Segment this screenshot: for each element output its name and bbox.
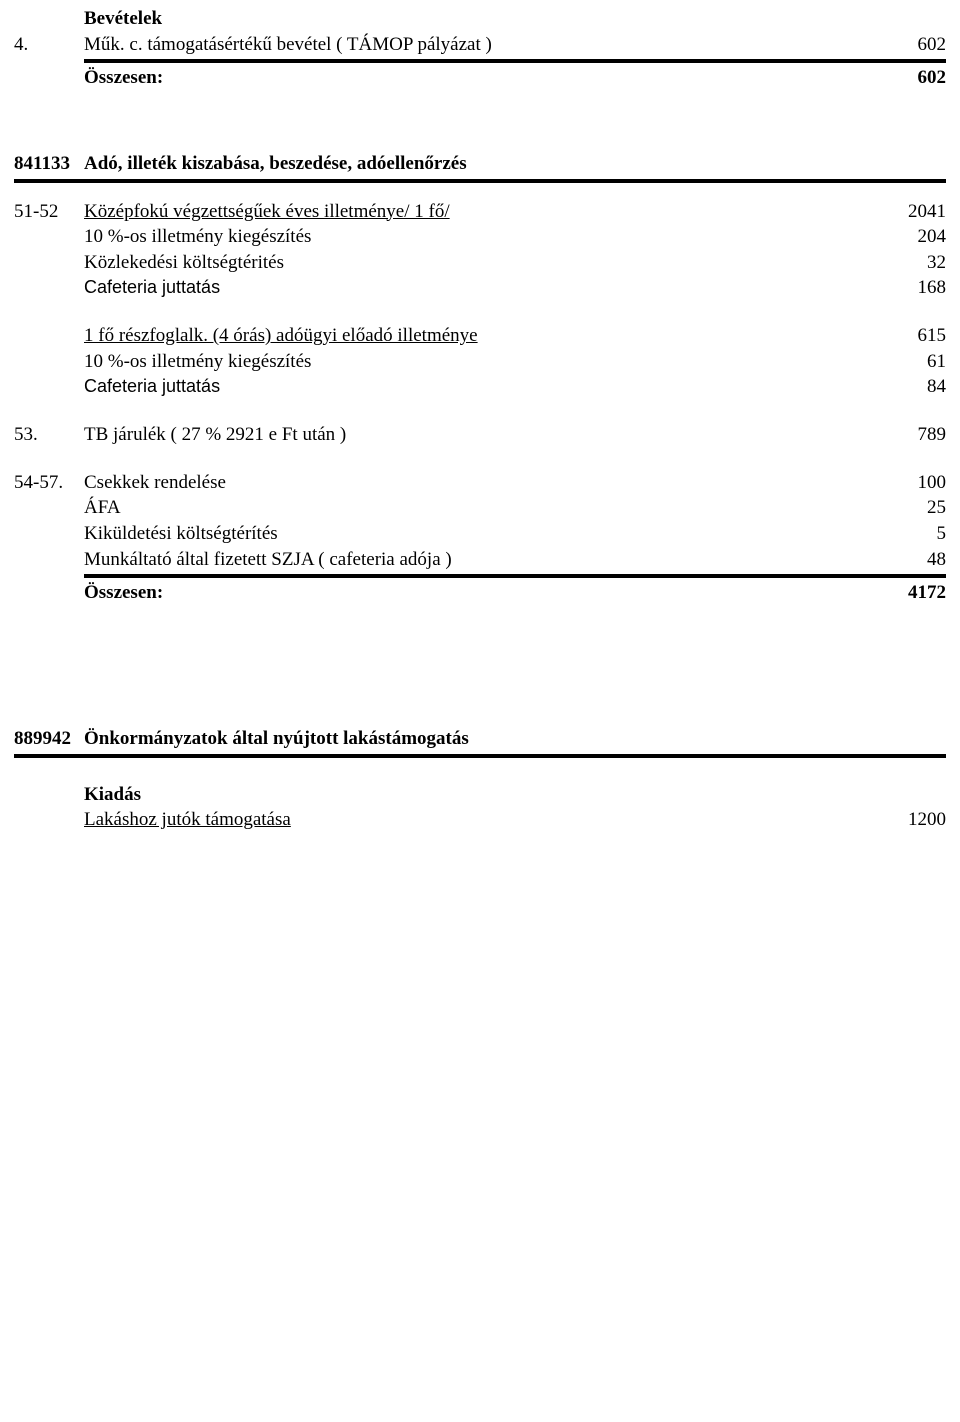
section-889942: 889942 Önkormányzatok által nyújtott lak… xyxy=(14,726,946,752)
row-szja: Munkáltató által fizetett SZJA ( cafeter… xyxy=(14,547,946,573)
divider xyxy=(14,754,946,758)
row-51-52: 51-52 Középfokú végzettségűek éves illet… xyxy=(14,199,946,225)
row-kozlekedesi-val: 32 xyxy=(856,250,946,276)
line-4-label: Műk. c. támogatásértékű bevétel ( TÁMOP … xyxy=(84,32,856,58)
row-kieg-1: 10 %-os illetmény kiegészítés 204 xyxy=(14,224,946,250)
row-szja-label: Munkáltató által fizetett SZJA ( cafeter… xyxy=(84,547,856,573)
row-54-57-num: 54-57. xyxy=(14,470,84,496)
row-kozlekedesi-label: Közlekedési költségtérités xyxy=(84,250,856,276)
section-bevetelek: Bevételek xyxy=(14,6,946,32)
divider xyxy=(84,59,946,63)
osszesen-2-label: Összesen: xyxy=(84,580,856,606)
row-1fo-label: 1 fő részfoglalk. (4 órás) adóügyi előad… xyxy=(84,323,856,349)
row-cafeteria-2: Cafeteria juttatás 84 xyxy=(14,374,946,400)
row-cafeteria-2-label: Cafeteria juttatás xyxy=(84,374,856,398)
osszesen-1-label: Összesen: xyxy=(84,65,856,91)
kiadas-header: Kiadás xyxy=(14,782,946,808)
row-afa-label: ÁFA xyxy=(84,495,856,521)
row-51-52-label: Középfokú végzettségűek éves illetménye/… xyxy=(84,199,856,225)
row-54-57: 54-57. Csekkek rendelése 100 xyxy=(14,470,946,496)
bevetelek-title: Bevételek xyxy=(84,6,856,32)
row-53: 53. TB járulék ( 27 % 2921 e Ft után ) 7… xyxy=(14,422,946,448)
osszesen-1-val: 602 xyxy=(856,65,946,91)
row-cafeteria-1-label: Cafeteria juttatás xyxy=(84,275,856,299)
row-lakashoz: Lakáshoz jutók támogatása 1200 xyxy=(14,807,946,833)
row-kikuldetesi-label: Kiküldetési költségtérítés xyxy=(84,521,856,547)
row-lakashoz-label: Lakáshoz jutók támogatása xyxy=(84,807,856,833)
row-53-num: 53. xyxy=(14,422,84,448)
section-code-1: 841133 xyxy=(14,151,84,177)
row-1fo-reszfoglalk: 1 fő részfoglalk. (4 órás) adóügyi előad… xyxy=(14,323,946,349)
divider xyxy=(84,574,946,578)
line-4: 4. Műk. c. támogatásértékű bevétel ( TÁM… xyxy=(14,32,946,58)
row-kieg-2: 10 %-os illetmény kiegészítés 61 xyxy=(14,349,946,375)
section-title-2: Önkormányzatok által nyújtott lakástámog… xyxy=(84,726,856,752)
row-54-57-label: Csekkek rendelése xyxy=(84,470,856,496)
osszesen-2: Összesen: 4172 xyxy=(14,580,946,606)
section-841133: 841133 Adó, illeték kiszabása, beszedése… xyxy=(14,151,946,177)
row-szja-val: 48 xyxy=(856,547,946,573)
row-kieg-1-label: 10 %-os illetmény kiegészítés xyxy=(84,224,856,250)
divider xyxy=(14,179,946,183)
section-code-2: 889942 xyxy=(14,726,84,752)
row-53-val: 789 xyxy=(856,422,946,448)
kiadas-title: Kiadás xyxy=(84,782,856,808)
row-kozlekedesi: Közlekedési költségtérités 32 xyxy=(14,250,946,276)
row-kieg-2-val: 61 xyxy=(856,349,946,375)
row-cafeteria-2-val: 84 xyxy=(856,374,946,400)
row-kieg-1-val: 204 xyxy=(856,224,946,250)
row-51-52-num: 51-52 xyxy=(14,199,84,225)
section-title-1: Adó, illeték kiszabása, beszedése, adóel… xyxy=(84,151,856,177)
row-51-52-val: 2041 xyxy=(856,199,946,225)
row-kikuldetesi: Kiküldetési költségtérítés 5 xyxy=(14,521,946,547)
row-cafeteria-1-val: 168 xyxy=(856,275,946,301)
row-54-57-val: 100 xyxy=(856,470,946,496)
row-1fo-val: 615 xyxy=(856,323,946,349)
row-53-label: TB járulék ( 27 % 2921 e Ft után ) xyxy=(84,422,856,448)
row-afa-val: 25 xyxy=(856,495,946,521)
row-cafeteria-1: Cafeteria juttatás 168 xyxy=(14,275,946,301)
line-4-val: 602 xyxy=(856,32,946,58)
row-afa: ÁFA 25 xyxy=(14,495,946,521)
row-kikuldetesi-val: 5 xyxy=(856,521,946,547)
line-4-num: 4. xyxy=(14,32,84,58)
row-kieg-2-label: 10 %-os illetmény kiegészítés xyxy=(84,349,856,375)
row-lakashoz-val: 1200 xyxy=(856,807,946,833)
osszesen-1: Összesen: 602 xyxy=(14,65,946,91)
osszesen-2-val: 4172 xyxy=(856,580,946,606)
